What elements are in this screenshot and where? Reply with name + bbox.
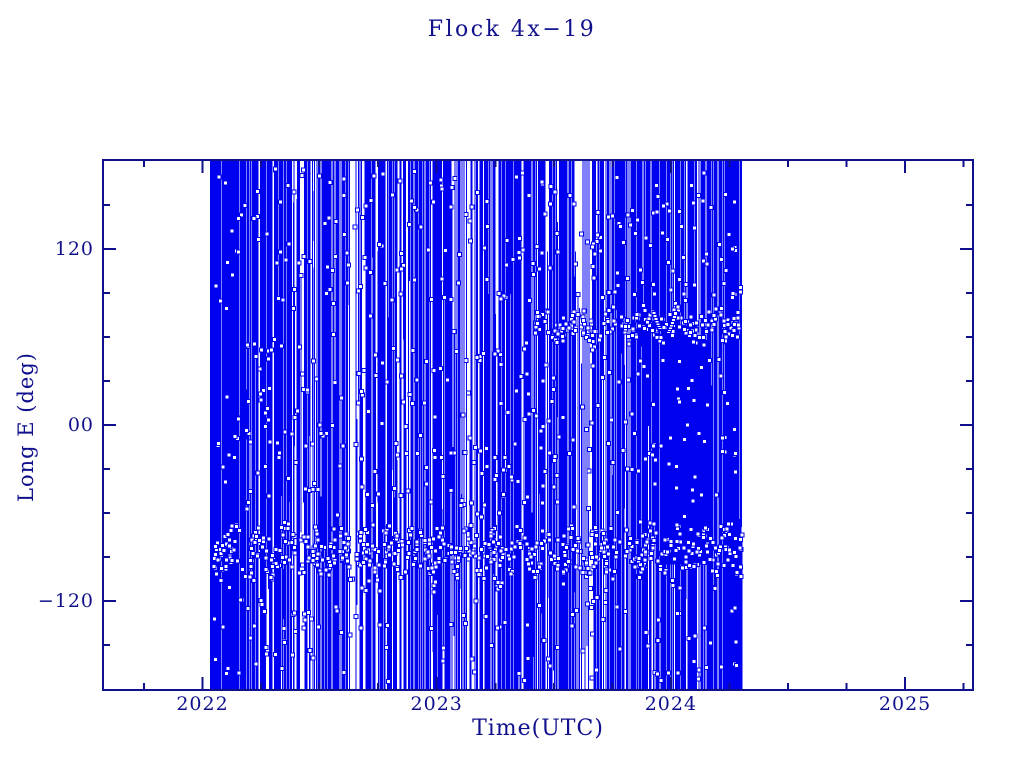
x-tick-label: 2022 [176, 693, 228, 715]
x-tick-label: 2024 [645, 693, 697, 715]
y-tick-label: 00 [68, 414, 94, 436]
x-tick-label: 2025 [879, 693, 931, 715]
data-lines [210, 160, 743, 690]
x-axis-title: Time(UTC) [472, 716, 604, 741]
y-tick-label: −120 [38, 590, 94, 612]
y-tick-label: 120 [55, 238, 94, 260]
x-tick-label: 2023 [411, 693, 463, 715]
y-axis-title: Long E (deg) [14, 352, 38, 502]
axis-tick-labels: 2022 2023 2024 2025 120 00 −120 [38, 238, 931, 715]
chart-title: Flock 4x−19 [427, 17, 597, 42]
data-markers [211, 166, 745, 684]
axis-ticks [102, 159, 974, 691]
